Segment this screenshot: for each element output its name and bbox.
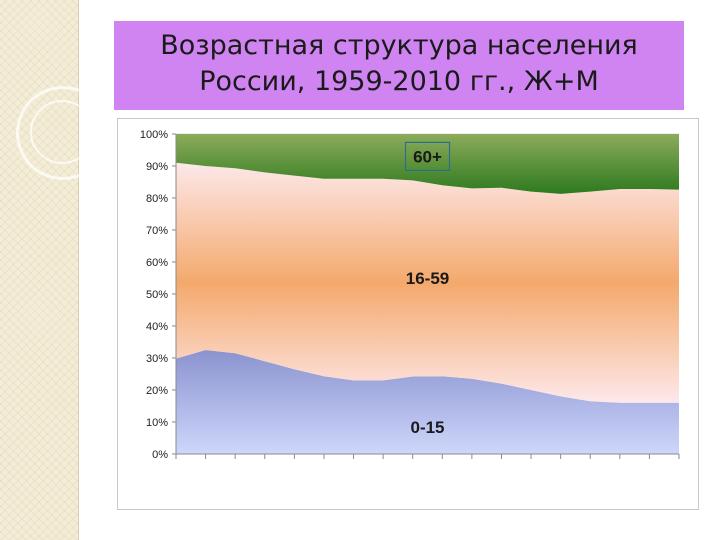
x-axis-ticks (175, 454, 680, 459)
population-area-chart: 0% 10% 20% 30% 40% 50% 60% 70% 80% 90% 100% 0-15 16… (140, 129, 680, 461)
y-tick-label: 60% (146, 257, 168, 269)
title-banner (114, 21, 684, 110)
decorative-ring (16, 86, 110, 180)
area-0-15 (176, 350, 679, 454)
area-16-59 (176, 162, 679, 403)
y-tick-label: 70% (146, 225, 168, 237)
y-tick-label: 100% (140, 129, 168, 141)
title-line-1: Возрастная структура населения (160, 30, 638, 61)
y-tick-label: 20% (146, 385, 168, 397)
series-label-60-plus: 60+ (413, 147, 442, 166)
y-tick-label: 40% (146, 321, 168, 333)
y-tick-label: 30% (146, 353, 168, 365)
y-tick-label: 90% (146, 161, 168, 173)
title-line-2: России, 1959-2010 гг., Ж+М (199, 66, 599, 97)
series-label-16-59: 16-59 (406, 269, 449, 288)
chart-areas (176, 134, 679, 454)
decorative-ring (30, 100, 94, 164)
decorative-side-strip (0, 0, 110, 540)
y-tick-label: 50% (146, 289, 168, 301)
slide-title: Возрастная структура населения России, 1… (114, 28, 684, 100)
y-tick-label: 10% (146, 417, 168, 429)
y-axis-ticks: 0% 10% 20% 30% 40% 50% 60% 70% 80% 90% 100% (140, 129, 176, 461)
series-labels: 0-15 16-59 60+ (404, 141, 451, 437)
label-box-60-plus (404, 141, 451, 171)
area-60-plus (176, 134, 679, 194)
series-label-0-15: 0-15 (410, 418, 444, 437)
y-tick-label: 80% (146, 193, 168, 205)
y-tick-label: 0% (152, 449, 168, 461)
